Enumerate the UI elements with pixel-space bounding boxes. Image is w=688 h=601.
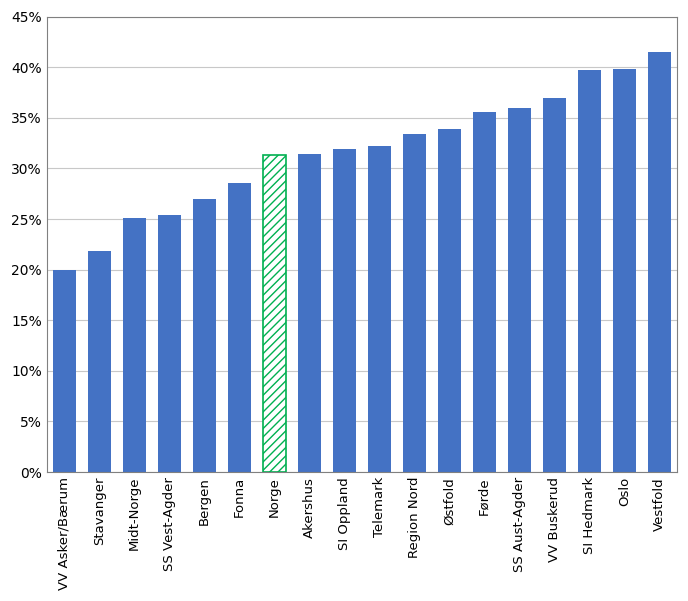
Bar	[613, 69, 636, 472]
Bar	[648, 52, 671, 472]
Bar	[298, 154, 321, 472]
Bar	[403, 134, 426, 472]
Bar	[123, 218, 146, 472]
Bar	[88, 251, 111, 472]
Bar	[158, 215, 181, 472]
Bar	[333, 149, 356, 472]
Bar	[473, 112, 496, 472]
Bar	[508, 108, 530, 472]
Bar	[53, 270, 76, 472]
Bar	[263, 155, 286, 472]
Bar	[578, 70, 601, 472]
Bar	[193, 199, 215, 472]
Bar	[368, 146, 391, 472]
Bar	[228, 183, 250, 472]
Bar	[543, 97, 566, 472]
Bar	[438, 129, 461, 472]
